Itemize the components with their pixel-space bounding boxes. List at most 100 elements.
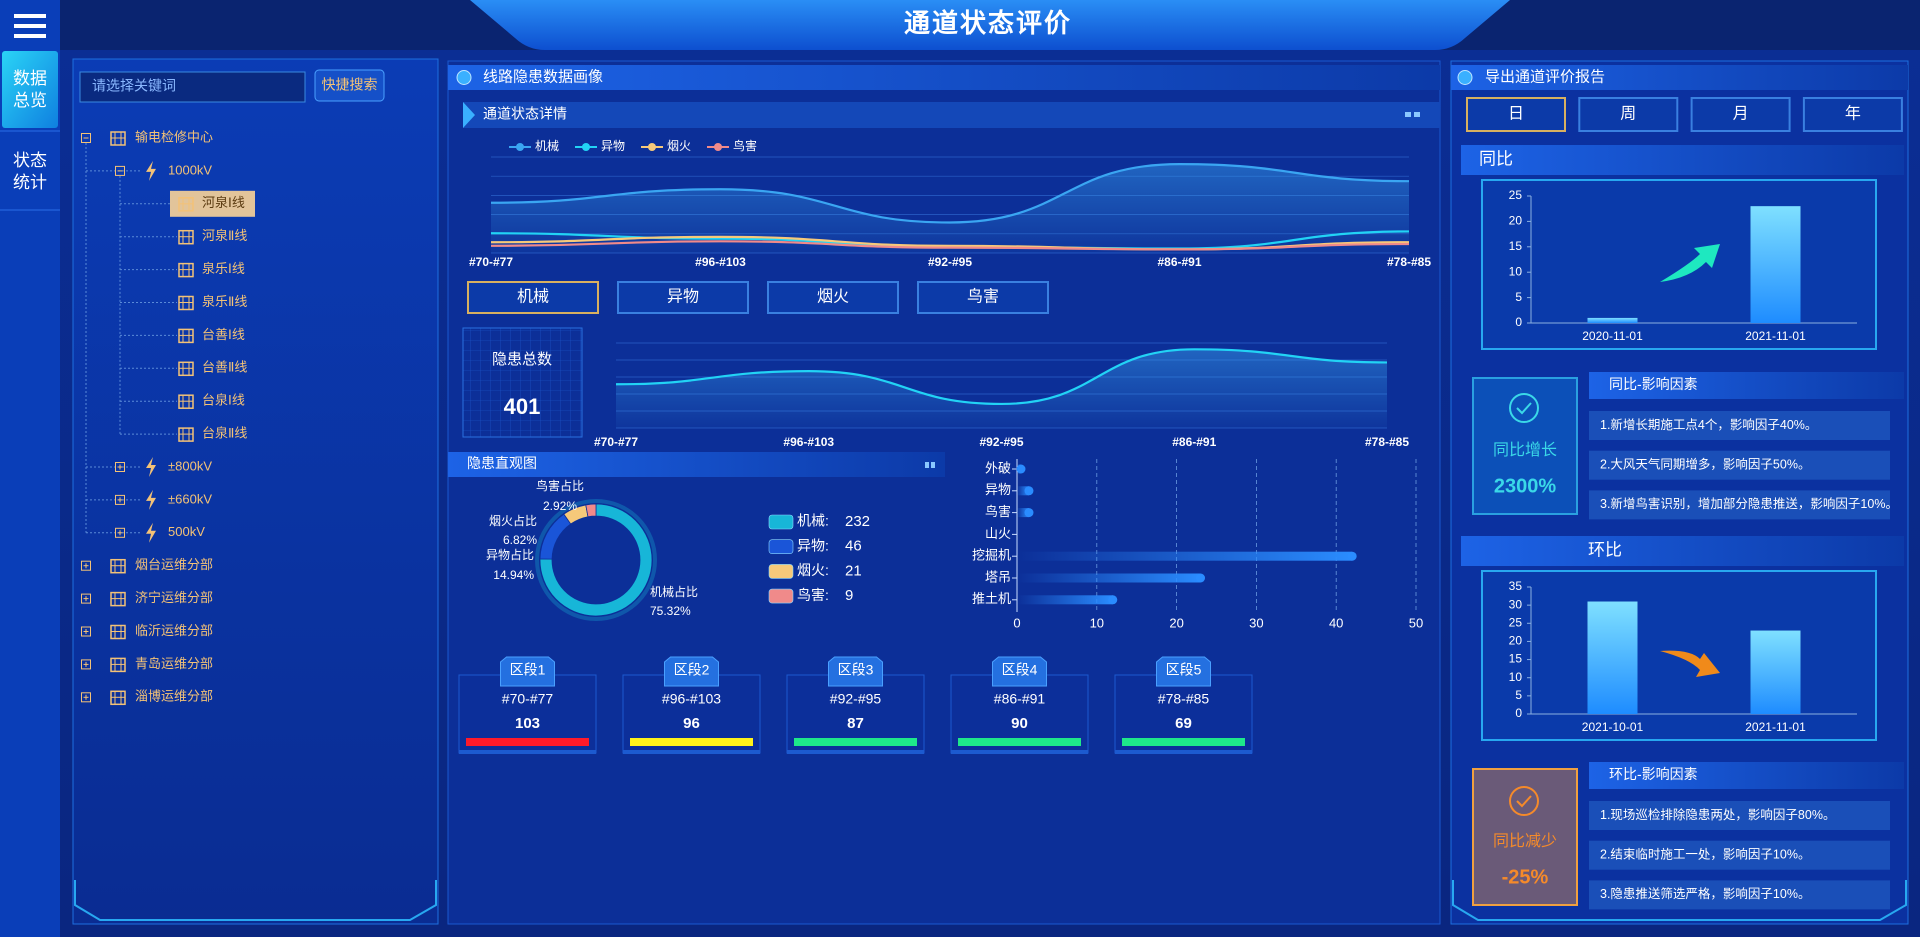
y-tick-label: 15 xyxy=(1509,652,1523,666)
tree-node: 河泉Ⅰ线 xyxy=(202,195,245,210)
sub-header-title: 通道状态详情 xyxy=(483,106,567,122)
panel-corner xyxy=(1452,880,1907,921)
legend-count: 9 xyxy=(845,587,853,604)
tree-toggle[interactable] xyxy=(115,527,125,538)
legend-name: 鸟害: xyxy=(797,587,829,603)
line xyxy=(490,240,1410,251)
legend-swatch xyxy=(768,588,794,604)
factor-item-text: 3.新增鸟害识别，增加部分隐患推送，影响因子10%。 xyxy=(1600,496,1898,511)
header-dots xyxy=(931,462,935,468)
tree-toggle[interactable] xyxy=(115,494,125,505)
trend-arrow xyxy=(1660,650,1720,677)
header-dots xyxy=(1414,112,1420,117)
section-range: #78-#85 xyxy=(1158,691,1210,707)
tree-icon xyxy=(146,489,156,510)
y-tick-label: 35 xyxy=(1509,579,1523,593)
period-tab[interactable] xyxy=(1578,97,1679,132)
factor-item xyxy=(1589,490,1890,520)
tree-node: 青岛运维分部 xyxy=(135,656,213,671)
search-button[interactable] xyxy=(314,69,385,102)
nav-label: 状态统计 xyxy=(13,150,47,192)
tree-toggle[interactable] xyxy=(81,626,91,637)
legend-label: 异物 xyxy=(601,139,625,153)
x-tick-label: 0 xyxy=(1013,615,1020,630)
side-nav xyxy=(0,0,60,937)
x-tick-label: 10 xyxy=(1090,615,1104,630)
tree-toggle[interactable] xyxy=(81,659,91,670)
legend-dot xyxy=(714,143,722,151)
nav-item[interactable]: 数据总览 xyxy=(2,51,58,128)
tab[interactable] xyxy=(617,281,749,314)
tab[interactable] xyxy=(917,281,1049,314)
y-tick-label: 0 xyxy=(1515,315,1522,329)
section-value: 103 xyxy=(515,715,540,732)
y-tick-label: 异物 xyxy=(985,482,1011,497)
trend-arrow xyxy=(1660,244,1720,282)
x-tick-label: #92-#95 xyxy=(928,255,972,269)
donut-label: 机械占比 xyxy=(650,584,698,599)
tree-node: ±800kV xyxy=(168,458,212,473)
donut-value: 14.94% xyxy=(493,568,534,582)
section-value: 90 xyxy=(1011,715,1028,732)
tab[interactable] xyxy=(467,281,599,314)
tree-toggle[interactable] xyxy=(81,133,91,143)
tree-toggle[interactable] xyxy=(81,593,91,604)
factor-item-text: 2.大风天气同期增多，影响因子50%。 xyxy=(1600,456,1810,471)
period-tab[interactable] xyxy=(1690,97,1791,132)
chart-box xyxy=(1481,179,1877,350)
section-name: 区段3 xyxy=(838,662,874,678)
x-tick-label: #96-#103 xyxy=(783,435,834,449)
legend-name: 机械: xyxy=(797,513,829,529)
legend-count: 232 xyxy=(845,513,870,530)
tab[interactable] xyxy=(767,281,899,314)
y-tick-label: 30 xyxy=(1509,597,1523,611)
factor-icon xyxy=(1509,393,1539,423)
legend-label: 机械 xyxy=(535,138,559,153)
factor-box xyxy=(1472,768,1578,906)
factor-item-text: 2.结束临时施工一处，影响因子10%。 xyxy=(1600,846,1810,861)
section-bar xyxy=(630,738,753,746)
nav-label: 数据总览 xyxy=(13,68,47,110)
x-tick-label: #70-#77 xyxy=(469,255,513,269)
header-icon xyxy=(1457,70,1473,85)
tab-label: 机械 xyxy=(517,288,549,306)
bar xyxy=(1017,486,1029,496)
factor-icon xyxy=(1509,786,1539,816)
x-tick-label: 2021-11-01 xyxy=(1745,329,1806,343)
tree-toggle[interactable] xyxy=(81,560,91,571)
tree-toggle[interactable] xyxy=(81,692,91,703)
donut-glow xyxy=(535,499,657,621)
period-tab[interactable] xyxy=(1802,97,1903,132)
line xyxy=(490,163,1410,224)
total-box xyxy=(462,327,583,438)
sub-header xyxy=(463,102,1440,128)
bar xyxy=(1587,317,1638,323)
tree-toggle[interactable] xyxy=(115,165,125,176)
panel-corner xyxy=(74,880,437,921)
tree-icon xyxy=(146,160,156,181)
period-tab[interactable] xyxy=(1466,97,1566,132)
section-tab xyxy=(664,656,719,687)
section-bar xyxy=(958,738,1081,746)
menu-icon[interactable] xyxy=(14,14,46,18)
section-range: #96-#103 xyxy=(662,691,721,707)
nav-item[interactable]: 状态统计 xyxy=(2,133,58,210)
menu-icon[interactable] xyxy=(14,34,46,38)
factor-item xyxy=(1589,411,1890,440)
x-tick-label: 30 xyxy=(1249,615,1263,630)
factor-item-text: 3.隐患推送筛选严格，影响因子10%。 xyxy=(1600,886,1810,901)
tree-toggle[interactable] xyxy=(115,462,125,472)
search-input[interactable] xyxy=(79,71,306,103)
y-tick-label: 5 xyxy=(1515,290,1522,304)
section-header xyxy=(1461,536,1904,566)
section-title: 导出通道评价报告 xyxy=(1485,68,1605,85)
x-tick-label: #78-#85 xyxy=(1387,255,1431,269)
period-label: 年 xyxy=(1845,105,1861,123)
factor-item xyxy=(1589,880,1890,910)
donut-slice xyxy=(585,503,597,518)
section-name: 区段5 xyxy=(1166,662,1202,678)
bar xyxy=(1587,601,1638,714)
menu-icon[interactable] xyxy=(14,24,46,28)
header-dots xyxy=(1405,112,1411,117)
